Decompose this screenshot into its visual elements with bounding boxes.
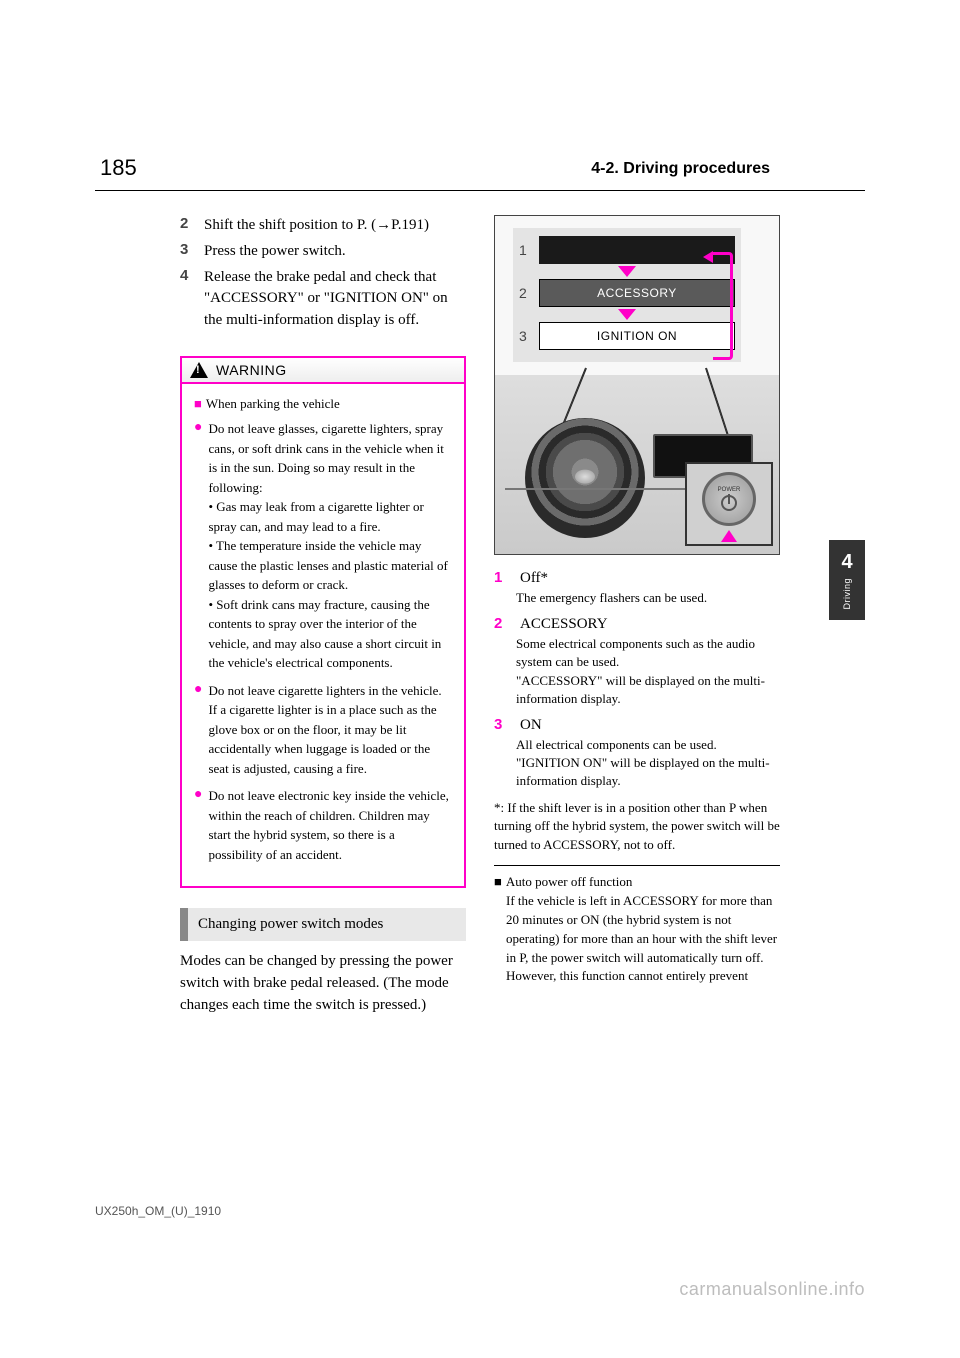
chapter-tab-number: 4 bbox=[841, 551, 852, 574]
footnote: *: If the shift lever is in a position o… bbox=[494, 799, 780, 856]
watermark: carmanualsonline.info bbox=[679, 1279, 865, 1300]
mode-item-desc: All electrical components can be used. "… bbox=[516, 736, 780, 791]
mode-box-accessory: ACCESSORY bbox=[539, 279, 735, 307]
mode-stack: 1 2 ACCESSORY 3 IGNITION ON bbox=[513, 228, 741, 362]
mode-item-label: ACCESSORY bbox=[520, 616, 608, 632]
left-column: 2 Shift the shift position to P. (→P.191… bbox=[180, 215, 466, 1017]
mode-item-1: 1 Off* bbox=[494, 569, 780, 587]
mode-index: 3 bbox=[519, 328, 539, 344]
warning-bullet: ● Do not leave glasses, cigarette lighte… bbox=[194, 419, 452, 673]
warning-subheading-text: When parking the vehicle bbox=[206, 394, 340, 414]
warning-title: WARNING bbox=[216, 362, 287, 378]
mode-index: 2 bbox=[519, 285, 539, 301]
up-arrow-icon bbox=[721, 530, 737, 542]
mode-item-3: 3 ON bbox=[494, 716, 780, 734]
warning-header: WARNING bbox=[182, 358, 464, 384]
mode-item-label: ON bbox=[520, 717, 542, 733]
warning-bullet: ● Do not leave electronic key inside the… bbox=[194, 786, 452, 864]
section-heading-bar: Changing power switch modes bbox=[180, 908, 466, 941]
auto-off-title: Auto power off function bbox=[506, 874, 632, 890]
mode-box-ignition-on: IGNITION ON bbox=[539, 322, 735, 350]
mode-item-number: 2 bbox=[494, 615, 516, 632]
warning-body: ■ When parking the vehicle ● Do not leav… bbox=[182, 384, 464, 887]
mode-item-2: 2 ACCESSORY bbox=[494, 615, 780, 633]
warning-icon bbox=[190, 362, 208, 378]
bullet-icon: ● bbox=[194, 788, 202, 864]
power-switch-diagram: 1 2 ACCESSORY 3 IGNITION ON bbox=[494, 215, 780, 555]
loop-arrow-icon bbox=[713, 252, 733, 360]
modes-intro-text: Modes can be changed by pressing the pow… bbox=[180, 951, 466, 1016]
bullet-icon: ● bbox=[194, 421, 202, 673]
auto-off-body: If the vehicle is left in ACCESSORY for … bbox=[494, 892, 780, 986]
page-number: 185 bbox=[100, 155, 137, 181]
warning-bullet-text: Do not leave glasses, cigarette lighters… bbox=[208, 419, 452, 673]
step-number: 4 bbox=[180, 267, 204, 332]
square-marker: ■ bbox=[494, 874, 502, 890]
mode-item-desc: Some electrical components such as the a… bbox=[516, 635, 780, 708]
page-footer: UX250h_OM_(U)_1910 bbox=[95, 1204, 865, 1218]
power-button-icon: POWER bbox=[702, 472, 756, 526]
mode-item-number: 3 bbox=[494, 716, 516, 733]
warning-box: WARNING ■ When parking the vehicle ● Do … bbox=[180, 356, 466, 889]
mode-row-3: 3 IGNITION ON bbox=[519, 322, 735, 350]
step-text: Release the brake pedal and check that "… bbox=[204, 267, 466, 332]
section-title: Changing power switch modes bbox=[188, 908, 466, 941]
right-column: 1 2 ACCESSORY 3 IGNITION ON bbox=[494, 215, 780, 1017]
power-button-inset: POWER bbox=[685, 462, 773, 546]
step-text: Press the power switch. bbox=[204, 241, 346, 263]
header-section: 4-2. Driving procedures bbox=[591, 160, 770, 178]
footer-doc-id: UX250h_OM_(U)_1910 bbox=[95, 1204, 221, 1218]
chapter-tab-label: Driving bbox=[842, 578, 852, 610]
down-arrow-icon bbox=[519, 266, 735, 277]
header-rule bbox=[95, 190, 865, 191]
auto-off-heading: ■ Auto power off function bbox=[494, 874, 780, 890]
warning-bullet: ● Do not leave cigarette lighters in the… bbox=[194, 681, 452, 779]
mode-index: 1 bbox=[519, 242, 539, 258]
power-symbol-icon bbox=[721, 495, 737, 511]
square-marker: ■ bbox=[194, 394, 202, 414]
warning-bullet-text: Do not leave cigarette lighters in the v… bbox=[208, 681, 452, 779]
mode-item-desc: The emergency flashers can be used. bbox=[516, 589, 780, 607]
chapter-tab: 4 Driving bbox=[829, 540, 865, 620]
step-number: 2 bbox=[180, 215, 204, 237]
bullet-icon: ● bbox=[194, 683, 202, 779]
step-3: 3 Press the power switch. bbox=[180, 241, 466, 263]
mode-item-number: 1 bbox=[494, 569, 516, 586]
step-number: 3 bbox=[180, 241, 204, 263]
mode-list: 1 Off* The emergency flashers can be use… bbox=[494, 569, 780, 791]
warning-bullet-text: Do not leave electronic key inside the v… bbox=[208, 786, 452, 864]
mode-item-label: Off* bbox=[520, 570, 548, 586]
divider bbox=[494, 865, 780, 866]
section-accent bbox=[180, 908, 188, 941]
down-arrow-icon bbox=[519, 309, 735, 320]
power-button-label: POWER bbox=[718, 487, 741, 493]
step-2: 2 Shift the shift position to P. (→P.191… bbox=[180, 215, 466, 237]
steering-wheel-icon bbox=[525, 418, 645, 538]
step-4: 4 Release the brake pedal and check that… bbox=[180, 267, 466, 332]
step-text: Shift the shift position to P. (→P.191) bbox=[204, 215, 429, 237]
warning-subheading: ■ When parking the vehicle bbox=[194, 394, 452, 414]
mode-row-2: 2 ACCESSORY bbox=[519, 279, 735, 307]
